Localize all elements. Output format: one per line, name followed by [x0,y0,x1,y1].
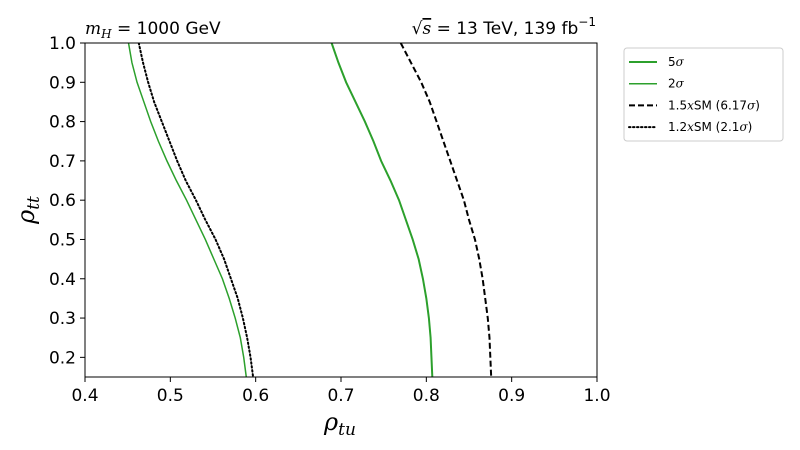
y-tick-label: 0.3 [49,309,76,329]
x-axis-label: ρtu [323,408,356,440]
plot-area [127,43,493,377]
legend: 5σ 2σ 1.5xSM (6.17σ) 1.2xSM (2.1σ) [623,47,784,142]
x-tick-label: 0.7 [327,386,354,406]
legend-label-1: 5σ [668,55,685,69]
legend-frame [623,47,784,142]
y-tick-label: 1.0 [49,34,76,54]
y-tick-label: 0.8 [49,113,76,133]
legend-label-2: 2σ [668,77,685,91]
x-tick-label: 0.8 [413,386,440,406]
y-tick-label: 0.9 [49,73,76,93]
series-line-2 [127,43,248,377]
y-tick-label: 0.4 [49,270,76,290]
legend-label-4: 1.2xSM (2.1σ) [668,120,752,134]
legend-label-3: 1.5xSM (6.17σ) [668,98,760,112]
title-right: √s = 13 TeV, 139 fb−1 [412,15,596,39]
x-tick-label: 0.4 [71,386,98,406]
y-tick-label: 0.5 [49,230,76,250]
y-axis-label: ρtt [12,196,44,225]
series-line-3 [399,43,493,377]
axes: 0.4 0.5 0.6 0.7 0.8 0.9 1.0 0.2 0.3 0.4 0.5 0.6 0.7 0… [49,34,611,406]
y-tick-label: 0.2 [49,348,76,368]
x-tick-label: 0.9 [498,386,525,406]
y-tick-label: 0.6 [49,191,76,211]
titles: mH = 1000 GeV √s = 13 TeV, 139 fb−1 ρtu … [12,15,596,440]
title-left: mH = 1000 GeV [85,19,221,41]
series-line-1 [330,43,434,377]
y-tick-label: 0.7 [49,152,76,172]
x-tick-label: 1.0 [583,386,610,406]
series-line-4 [137,43,255,377]
x-tick-label: 0.6 [242,386,269,406]
x-tick-label: 0.5 [157,386,184,406]
axes-frame [84,42,598,378]
